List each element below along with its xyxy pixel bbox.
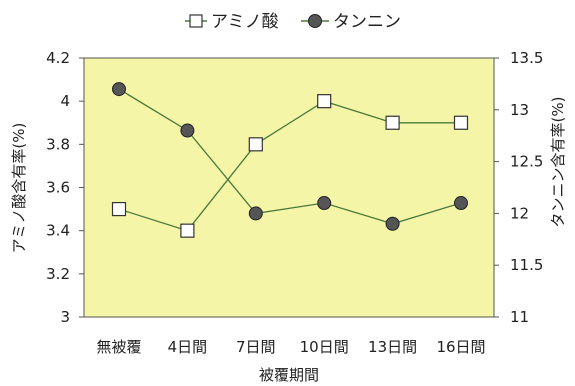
left-tick-label: 3.6 <box>46 179 70 197</box>
data-point-tannin <box>112 82 126 97</box>
data-point-tannin <box>454 196 468 211</box>
series-markers <box>111 82 469 238</box>
left-tick-label: 3.8 <box>46 135 70 153</box>
data-point-amino <box>317 94 332 109</box>
category-label: 7日間 <box>236 338 276 356</box>
category-label: 13日間 <box>368 338 417 356</box>
series-line-amino <box>118 100 461 232</box>
right-tick-label: 12 <box>510 204 529 222</box>
right-axis: 11 11.5 12 12.5 13 13.5 <box>494 49 543 326</box>
right-tick-label: 13.5 <box>510 49 543 67</box>
category-label: 4日間 <box>168 338 208 356</box>
series-lines <box>118 88 462 232</box>
plot-area <box>83 57 495 318</box>
x-axis: 無被覆 4日間 7日間 10日間 13日間 16日間 <box>96 338 485 356</box>
y-left-axis-title: アミノ酸含有率(%) <box>10 123 28 254</box>
left-tick-label: 3.4 <box>46 222 70 240</box>
right-tick-label: 11 <box>510 308 529 326</box>
series-line-tannin <box>118 88 462 225</box>
category-label: 無被覆 <box>96 338 141 356</box>
data-point-amino <box>453 115 469 130</box>
data-point-amino <box>180 223 195 238</box>
y-right-axis-title: タンニン含有率(%) <box>549 97 567 228</box>
legend-label-tannin: タンニン <box>333 12 401 32</box>
data-point-tannin <box>385 216 400 231</box>
data-point-amino <box>111 201 127 217</box>
data-point-amino <box>385 115 400 130</box>
data-point-tannin <box>248 206 263 221</box>
legend-marker-tannin <box>308 14 322 28</box>
data-point-tannin <box>180 123 195 138</box>
right-tick-label: 11.5 <box>510 256 543 274</box>
legend: アミノ酸 タンニン <box>185 12 401 32</box>
data-point-amino <box>248 137 263 152</box>
category-label: 16日間 <box>436 338 485 356</box>
left-tick-label: 3 <box>60 308 70 326</box>
right-tick-label: 12.5 <box>510 153 543 171</box>
right-tick-label: 13 <box>510 101 529 119</box>
category-label: 10日間 <box>300 338 349 356</box>
left-tick-label: 4 <box>60 92 70 110</box>
left-tick-label: 3.2 <box>46 265 70 283</box>
left-axis: 3 3.2 3.4 3.6 3.8 4 4.2 <box>46 49 84 326</box>
legend-label-amino: アミノ酸 <box>211 12 279 32</box>
left-tick-label: 4.2 <box>46 49 70 67</box>
legend-marker-amino <box>189 14 203 28</box>
x-axis-title: 被覆期間 <box>259 366 319 384</box>
data-point-tannin <box>317 196 332 211</box>
